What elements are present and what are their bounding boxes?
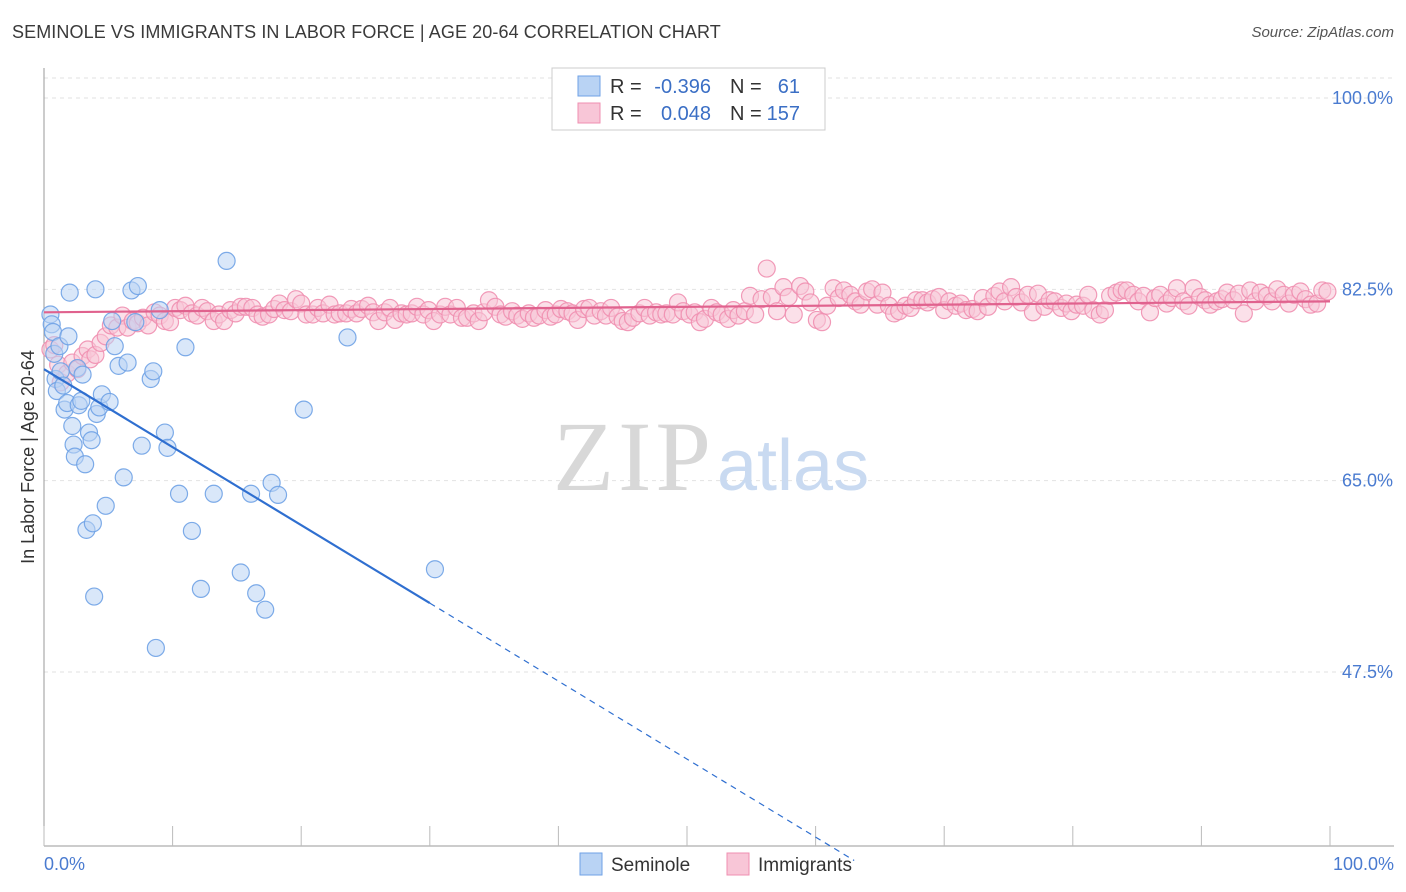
series-legend: Seminole Immigrants — [579, 852, 852, 876]
series-legend-label-immigrants: Immigrants — [758, 855, 852, 876]
seminole-point — [59, 327, 78, 346]
seminole-point — [150, 301, 169, 320]
seminole-point — [204, 484, 223, 503]
immigrants-points — [41, 259, 1337, 392]
legend-n-value-seminole: 61 — [778, 76, 800, 98]
immigrants-point — [757, 259, 776, 278]
correlation-legend: R = -0.396 N = 61 R = 0.048 N = 157 — [551, 67, 826, 131]
immigrants-point — [746, 305, 765, 324]
seminole-point — [294, 400, 313, 419]
seminole-point — [191, 579, 210, 599]
seminole-point — [96, 496, 115, 515]
immigrants-point — [1079, 285, 1098, 304]
seminole-point — [82, 431, 101, 450]
axes — [43, 68, 1394, 847]
seminole-point — [83, 514, 102, 533]
y-tick-label: 65.0% — [1342, 471, 1393, 491]
seminole-point — [256, 600, 275, 619]
immigrants-point — [1318, 282, 1337, 301]
seminole-point — [86, 280, 105, 299]
seminole-point — [103, 311, 122, 331]
seminole-point — [132, 436, 151, 455]
seminole-point — [63, 416, 82, 436]
legend-swatch-immigrants — [577, 102, 601, 124]
seminole-point — [425, 560, 445, 579]
seminole-point — [114, 468, 133, 487]
seminole-point — [144, 362, 163, 381]
y-axis-label: In Labor Force | Age 20-64 — [18, 350, 38, 564]
seminole-point — [73, 365, 92, 384]
seminole-point — [268, 485, 288, 504]
seminole-point — [126, 313, 145, 332]
legend-n-label-immigrants: N = — [730, 103, 762, 125]
seminole-point — [169, 484, 189, 503]
legend-r-value-immigrants: 0.048 — [661, 103, 711, 125]
seminole-point — [76, 455, 95, 474]
x-tick-labels: 0.0% 100.0% — [44, 854, 1394, 874]
watermark-zip: ZIP — [553, 401, 715, 512]
watermark-atlas: atlas — [717, 426, 869, 506]
seminole-point — [105, 337, 124, 356]
seminole-point — [128, 276, 147, 296]
seminole-point — [338, 328, 357, 347]
gridlines — [44, 77, 1394, 673]
series-legend-swatch-immigrants — [726, 852, 750, 876]
y-tick-label: 47.5% — [1342, 662, 1393, 682]
immigrants-point — [812, 313, 832, 332]
y-tick-label: 82.5% — [1342, 279, 1393, 299]
seminole-point — [85, 587, 104, 606]
legend-r-value-seminole: -0.396 — [654, 76, 711, 98]
series-legend-swatch-seminole — [579, 852, 603, 876]
seminole-trend-extension — [429, 602, 855, 862]
immigrants-point — [1234, 304, 1253, 323]
seminole-point — [182, 521, 201, 541]
seminole-point — [118, 353, 137, 372]
legend-r-label-immigrants: R = — [610, 103, 642, 125]
series-legend-label-seminole: Seminole — [611, 855, 690, 876]
seminole-point — [146, 638, 165, 658]
immigrants-point — [801, 293, 820, 312]
seminole-point — [247, 584, 266, 603]
seminole-points — [41, 251, 445, 658]
x-tick-100: 100.0% — [1333, 854, 1394, 874]
seminole-trend-line — [43, 368, 431, 605]
seminole-point — [176, 338, 195, 357]
seminole-point — [60, 283, 79, 302]
seminole-point — [231, 563, 250, 582]
trend-lines — [43, 300, 1331, 862]
legend-r-label-seminole: R = — [610, 76, 642, 98]
immigrants-trend-line — [43, 300, 1331, 314]
y-tick-labels: 100.0% 82.5% 65.0% 47.5% — [1332, 88, 1393, 682]
legend-n-value-immigrants: 157 — [767, 103, 800, 125]
y-tick-label: 100.0% — [1332, 88, 1393, 108]
watermark: ZIP atlas — [553, 401, 869, 512]
legend-n-label-seminole: N = — [730, 76, 762, 98]
immigrants-point — [784, 305, 803, 324]
seminole-point — [158, 438, 177, 457]
chart-source: Source: ZipAtlas.com — [1251, 24, 1394, 41]
legend-swatch-seminole — [577, 75, 601, 97]
x-tick-0: 0.0% — [44, 854, 85, 874]
chart-title: SEMINOLE VS IMMIGRANTS IN LABOR FORCE | … — [12, 22, 721, 42]
seminole-point — [217, 251, 236, 271]
